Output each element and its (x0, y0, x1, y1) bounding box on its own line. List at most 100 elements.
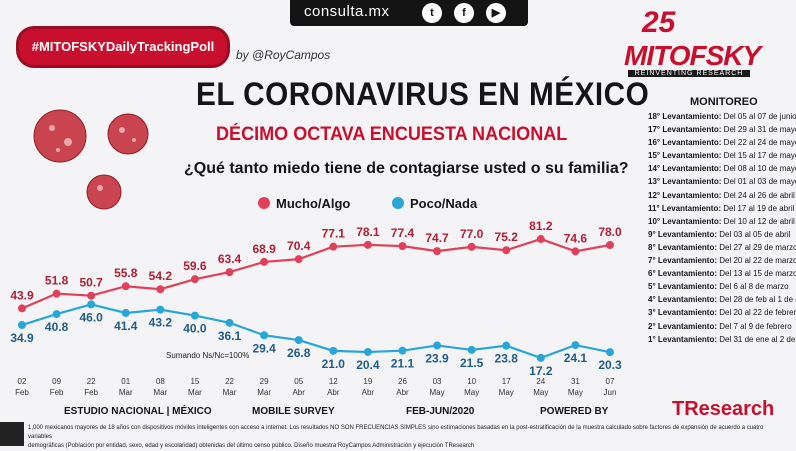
data-label: 78.1 (356, 225, 380, 239)
data-point (87, 291, 96, 300)
data-label: 23.9 (425, 351, 449, 365)
data-point (190, 311, 199, 320)
data-label: 20.4 (356, 358, 380, 372)
legend-swatch-poco (392, 197, 404, 209)
data-point (18, 321, 26, 330)
footer-estudio: ESTUDIO NACIONAL | MÉXICO (64, 406, 212, 417)
data-label: 63.4 (218, 252, 242, 266)
methodology-line-2: demográficas (Población por entidad, sex… (28, 443, 475, 449)
twitter-icon[interactable]: t (422, 3, 442, 23)
virus-illustration (33, 109, 149, 210)
monitor-item: 2° Levantamiento: Del 7 al 9 de febrero (648, 320, 796, 333)
monitor-item: 18° Levantamiento: Del 05 al 07 de junio (648, 110, 796, 123)
data-point (260, 257, 269, 266)
data-label: 21.1 (391, 357, 415, 371)
data-label: 59.6 (183, 259, 207, 273)
tresearch-logo: TResearch (672, 398, 775, 420)
data-point (87, 300, 96, 309)
monitor-item: 3° Levantamiento: Del 20 al 22 de febrer… (648, 306, 796, 319)
monitor-item: 9° Levantamiento: Del 03 al 05 de abril (648, 228, 796, 241)
data-label: 21.0 (322, 357, 346, 371)
data-label: 21.5 (460, 356, 484, 370)
data-point (606, 241, 614, 249)
data-label: 50.7 (79, 276, 103, 290)
series-line-poco (21, 303, 611, 360)
monitor-item-number: 11° Levantamiento: (648, 203, 724, 213)
monitor-item-number: 12° Levantamiento: (648, 190, 724, 200)
data-label: 40.8 (45, 320, 69, 334)
monitor-item: 6° Levantamiento: Del 13 al 15 de marzo (648, 267, 796, 280)
data-point (260, 331, 269, 340)
data-point (52, 289, 61, 298)
facebook-icon[interactable]: f (454, 3, 474, 23)
monitor-item-number: 3° Levantamiento: (648, 308, 720, 318)
monitor-item-dates: Del 7 al 9 de febrero (719, 321, 792, 331)
monitor-item-number: 14° Levantamiento: (648, 164, 724, 174)
monitor-item: 16° Levantamiento: Del 22 al 24 de mayo (648, 136, 796, 149)
monitor-item-number: 8° Levantamiento: (648, 242, 720, 252)
data-label: 26.8 (287, 346, 311, 360)
monitor-item-dates: Del 17 al 19 de abril (723, 203, 795, 213)
data-label: 75.2 (495, 230, 519, 244)
monitor-item: 7° Levantamiento: Del 20 al 22 de marzo (648, 254, 796, 267)
monitor-item-dates: Del 03 al 05 de abril (719, 229, 791, 239)
monitor-item: 11° Levantamiento: Del 17 al 19 de abril (648, 202, 796, 215)
monitor-item-dates: Del 24 al 26 de abril (723, 190, 795, 200)
methodology-note: 1,000 mexicanos mayores de 18 años con d… (28, 424, 778, 451)
x-tick-label: 24 (536, 377, 545, 386)
monitor-item: 14° Levantamiento: Del 08 al 10 de mayo (648, 162, 796, 175)
data-point (18, 304, 26, 313)
byline: by @RoyCampos (236, 48, 331, 62)
data-label: 41.4 (114, 319, 138, 333)
footer-mobile: MOBILE SURVEY (252, 406, 335, 417)
x-tick-label: Feb (15, 388, 29, 397)
monitor-item-number: 9° Levantamiento: (648, 229, 720, 239)
data-point (398, 242, 407, 251)
x-tick-label: May (429, 388, 444, 397)
data-label: 46.0 (79, 310, 103, 324)
data-point (294, 255, 303, 264)
site-name[interactable]: consulta.mx (304, 3, 390, 20)
x-tick-label: 26 (398, 377, 407, 386)
legend-label-poco: Poco/Nada (410, 196, 478, 211)
page-subtitle: DÉCIMO OCTAVA ENCUESTA NACIONAL (216, 124, 568, 145)
data-label: 54.2 (149, 269, 173, 283)
data-point (433, 247, 442, 256)
monitor-item-number: 1° Levantamiento: (648, 334, 720, 344)
monitor-item: 1° Levantamiento: Del 31 de ene al 2 de … (648, 333, 796, 346)
data-label: 77.4 (391, 226, 415, 240)
data-label: 23.8 (495, 352, 519, 366)
monitor-item-number: 17° Levantamiento: (648, 125, 724, 135)
monitor-item-dates: Del 27 al 29 de marzo (719, 242, 796, 252)
monitor-item-dates: Del 13 al 15 de marzo (719, 269, 796, 279)
methodology-line-1: 1,000 mexicanos mayores de 18 años con d… (28, 425, 764, 440)
monitor-item-dates: Del 28 de feb al 1 de mar (719, 295, 796, 305)
data-point (121, 308, 130, 317)
data-label: 74.6 (564, 231, 588, 245)
x-tick-label: 09 (52, 377, 61, 386)
x-tick-label: 17 (502, 377, 511, 386)
x-tick-label: Mar (257, 388, 271, 397)
data-label: 81.2 (529, 219, 553, 233)
monitor-item-number: 10° Levantamiento: (648, 216, 724, 226)
page-title: EL CORONAVIRUS EN MÉXICO (196, 76, 650, 112)
data-point (52, 310, 61, 319)
data-label: 70.4 (287, 239, 311, 253)
x-tick-label: 19 (363, 377, 372, 386)
series-line-mucho (21, 237, 611, 310)
legend-swatch-mucho (258, 197, 270, 209)
data-label: 77.1 (322, 227, 346, 241)
x-tick-label: Mar (223, 388, 237, 397)
x-tick-label: Mar (153, 388, 167, 397)
x-tick-label: May (499, 388, 514, 397)
data-point (294, 336, 303, 345)
data-label: 40.0 (183, 322, 207, 336)
monitor-item-number: 4° Levantamiento: (648, 295, 720, 305)
monitor-item-number: 15° Levantamiento: (648, 151, 724, 161)
youtube-icon[interactable]: ▶ (486, 3, 506, 23)
data-label: 20.3 (598, 358, 622, 372)
monitor-item-dates: Del 20 al 22 de marzo (719, 256, 796, 266)
monitor-item: 4° Levantamiento: Del 28 de feb al 1 de … (648, 293, 796, 306)
x-tick-label: 07 (606, 377, 615, 386)
data-label: 34.9 (10, 331, 34, 345)
